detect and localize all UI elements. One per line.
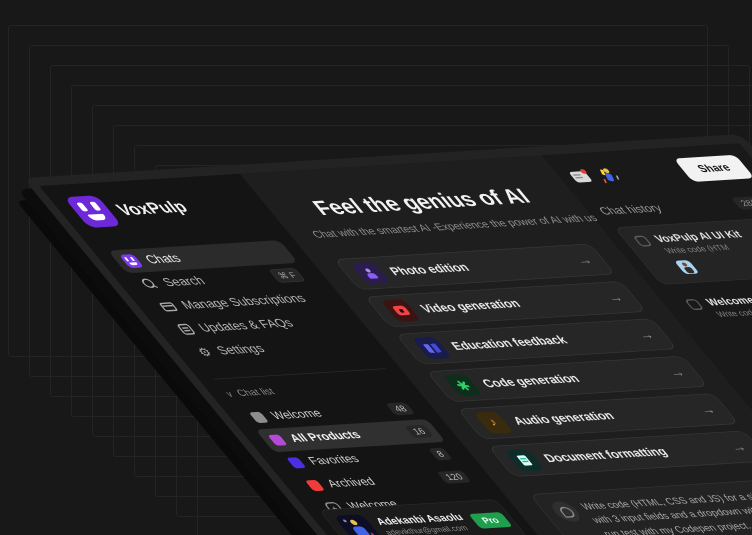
notification-icon[interactable] xyxy=(568,170,593,183)
arrow-right-icon: → xyxy=(725,439,751,455)
chat-history-header: Chat history 28/100 xyxy=(596,195,752,218)
chat-folder-label: Archived xyxy=(324,475,379,491)
subscription-card-icon xyxy=(158,301,179,312)
sidebar-item-label: Manage Subscriptions xyxy=(177,291,310,312)
folder-count-badge: 48 xyxy=(385,402,416,416)
pro-badge: Pro xyxy=(468,512,513,529)
checkbox[interactable] xyxy=(632,235,653,247)
document-icon xyxy=(504,448,545,472)
audio-icon: ♪ xyxy=(473,411,514,435)
chats-icon xyxy=(118,254,145,269)
arrow-right-icon: → xyxy=(663,364,690,380)
sidebar-item-label: Settings xyxy=(213,341,268,358)
chat-folder-label: Welcome xyxy=(268,407,326,422)
folder-color-swatch xyxy=(267,434,288,446)
search-shortcut-badge: ⌘ F xyxy=(268,267,306,283)
folder-color-swatch xyxy=(248,411,270,424)
arrow-right-icon: → xyxy=(602,290,628,305)
divider xyxy=(213,368,386,380)
education-icon xyxy=(411,336,453,360)
chevron-down-icon: ∨ xyxy=(222,388,237,399)
card-document-formatting[interactable]: Document formatting → xyxy=(487,430,752,477)
gear-icon: ⚙ xyxy=(193,345,216,359)
folder-color-swatch xyxy=(286,457,307,469)
assistant-figure-icon[interactable] xyxy=(594,167,622,183)
share-button[interactable]: Share xyxy=(673,154,752,182)
chat-composer[interactable]: Write code (HTML, CSS and JS) for a simp… xyxy=(528,477,752,535)
chat-folder-label: All Products xyxy=(287,429,365,445)
code-icon xyxy=(442,373,483,397)
video-icon xyxy=(380,299,422,322)
search-icon xyxy=(138,277,161,290)
brand: VoxPulp xyxy=(63,187,261,228)
arrow-right-icon: → xyxy=(694,402,720,418)
arrow-right-icon: → xyxy=(633,327,659,343)
history-item-welcome[interactable]: Welcome Write code (HT xyxy=(667,281,752,329)
arrow-right-icon: → xyxy=(571,252,597,268)
member-avatar xyxy=(674,260,700,275)
sidebar-item-label: Updates & FAQs xyxy=(195,316,297,335)
chat-history-label: Chat history xyxy=(596,202,666,218)
checkbox[interactable] xyxy=(684,298,705,311)
folder-count-badge: 8 xyxy=(427,447,453,461)
photo-icon xyxy=(349,261,391,285)
chat-history-counter: 28/100 xyxy=(731,195,752,210)
folder-color-swatch xyxy=(304,479,326,492)
chat-folder-label: Favorites xyxy=(305,453,363,468)
updates-box-icon xyxy=(176,323,197,336)
folder-count-badge: 120 xyxy=(436,470,472,484)
folder-count-badge: 16 xyxy=(404,424,435,439)
chat-list-label: Chat list xyxy=(233,385,278,399)
panel-topbar: Share xyxy=(563,154,752,189)
sidebar-item-label: Search xyxy=(159,273,209,289)
sidebar-item-label: Chats xyxy=(141,251,185,267)
chat-list-header[interactable]: ∨ Chat list xyxy=(222,378,402,399)
brand-name: VoxPulp xyxy=(111,196,192,219)
